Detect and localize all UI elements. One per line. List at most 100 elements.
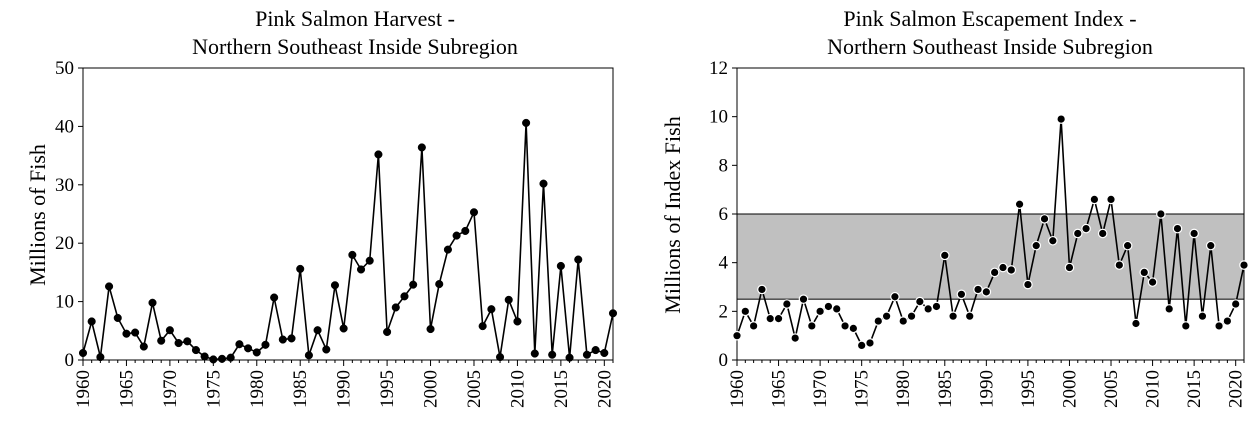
data-point — [157, 336, 166, 345]
data-point — [339, 324, 348, 333]
data-point — [582, 350, 591, 359]
y-axis-label: Millions of Fish — [25, 144, 50, 286]
data-point — [1039, 214, 1050, 224]
data-point — [881, 311, 892, 321]
x-tick-label: 1960 — [727, 370, 748, 408]
data-point — [906, 311, 917, 321]
x-tick-label: 2010 — [507, 370, 528, 408]
data-point — [539, 179, 548, 188]
x-tick-label: 1980 — [247, 370, 268, 408]
data-point — [1189, 228, 1199, 239]
data-point — [1222, 316, 1233, 326]
data-point — [856, 340, 867, 351]
y-tick-label: 12 — [709, 58, 728, 79]
y-tick-label: 2 — [719, 301, 729, 322]
y-tick-label: 50 — [55, 58, 74, 79]
x-tick-label: 2000 — [1059, 370, 1080, 408]
data-point — [235, 340, 244, 349]
data-point — [452, 231, 461, 240]
data-point — [923, 304, 933, 314]
data-point — [348, 250, 357, 259]
data-point — [487, 305, 496, 314]
data-point — [1131, 318, 1141, 329]
data-point — [252, 348, 261, 357]
data-point — [191, 346, 201, 355]
data-point — [209, 355, 218, 364]
data-point — [435, 280, 444, 289]
data-point — [261, 340, 270, 349]
series-line — [82, 122, 614, 361]
x-tick-label: 1985 — [290, 370, 311, 408]
y-tick-label: 0 — [65, 350, 75, 371]
chart-title: Pink Salmon Escapement Index - — [843, 6, 1136, 31]
data-point — [174, 339, 183, 348]
x-tick-label: 2000 — [421, 370, 442, 408]
data-point — [840, 321, 850, 331]
data-point — [504, 295, 513, 304]
data-point — [1106, 194, 1116, 205]
data-point — [287, 334, 296, 343]
data-point — [391, 303, 400, 312]
x-tick-label: 1980 — [893, 370, 914, 408]
x-tick-label: 1975 — [203, 370, 224, 408]
data-point — [1139, 267, 1150, 278]
data-point — [1197, 311, 1208, 321]
data-point — [217, 354, 227, 363]
data-point — [981, 287, 992, 297]
data-point — [790, 333, 800, 343]
data-point — [798, 294, 809, 304]
x-tick-label: 1970 — [810, 370, 831, 408]
data-point — [956, 289, 967, 300]
y-tick-label: 40 — [55, 116, 74, 137]
data-point — [748, 321, 759, 331]
data-point — [139, 342, 148, 351]
data-point — [915, 296, 925, 307]
x-tick-label: 1975 — [852, 370, 873, 408]
data-point — [356, 265, 366, 274]
data-point — [313, 326, 322, 335]
data-point — [948, 311, 958, 321]
y-tick-label: 10 — [55, 292, 74, 313]
chart-title: Pink Salmon Harvest - — [255, 6, 455, 31]
data-point — [400, 292, 409, 301]
data-point — [322, 345, 331, 354]
data-point — [1056, 114, 1066, 124]
data-point — [565, 353, 574, 362]
data-point — [831, 304, 842, 314]
data-point — [973, 284, 983, 295]
x-tick-label: 1965 — [116, 370, 137, 408]
data-point — [898, 316, 909, 326]
data-point — [782, 299, 792, 309]
data-point — [823, 301, 834, 312]
x-tick-label: 2015 — [1184, 370, 1205, 408]
data-point — [1156, 209, 1166, 219]
data-point — [200, 352, 209, 361]
data-point — [1205, 240, 1216, 251]
data-point — [374, 150, 383, 159]
chart-subtitle: Northern Southeast Inside Subregion — [192, 34, 518, 59]
data-point — [226, 353, 235, 362]
data-point — [1031, 240, 1042, 251]
data-point — [998, 262, 1008, 273]
data-point — [522, 118, 531, 127]
y-tick-label: 6 — [719, 204, 729, 225]
data-point — [740, 306, 751, 317]
data-point — [113, 313, 122, 323]
y-tick-label: 0 — [719, 350, 729, 371]
x-tick-label: 1985 — [935, 370, 956, 408]
y-axis-label: Millions of Index Fish — [660, 116, 685, 313]
data-point — [304, 351, 313, 360]
y-tick-label: 10 — [709, 107, 728, 128]
data-point — [1239, 260, 1249, 270]
data-point — [148, 298, 157, 307]
data-point — [1081, 223, 1091, 234]
x-tick-label: 2015 — [551, 370, 572, 408]
x-tick-label: 2005 — [464, 370, 485, 408]
y-tick-label: 20 — [55, 233, 74, 254]
data-point — [732, 330, 742, 341]
data-point — [1006, 265, 1017, 275]
data-point — [495, 353, 505, 362]
plot-area — [82, 67, 614, 361]
data-point — [469, 208, 479, 217]
